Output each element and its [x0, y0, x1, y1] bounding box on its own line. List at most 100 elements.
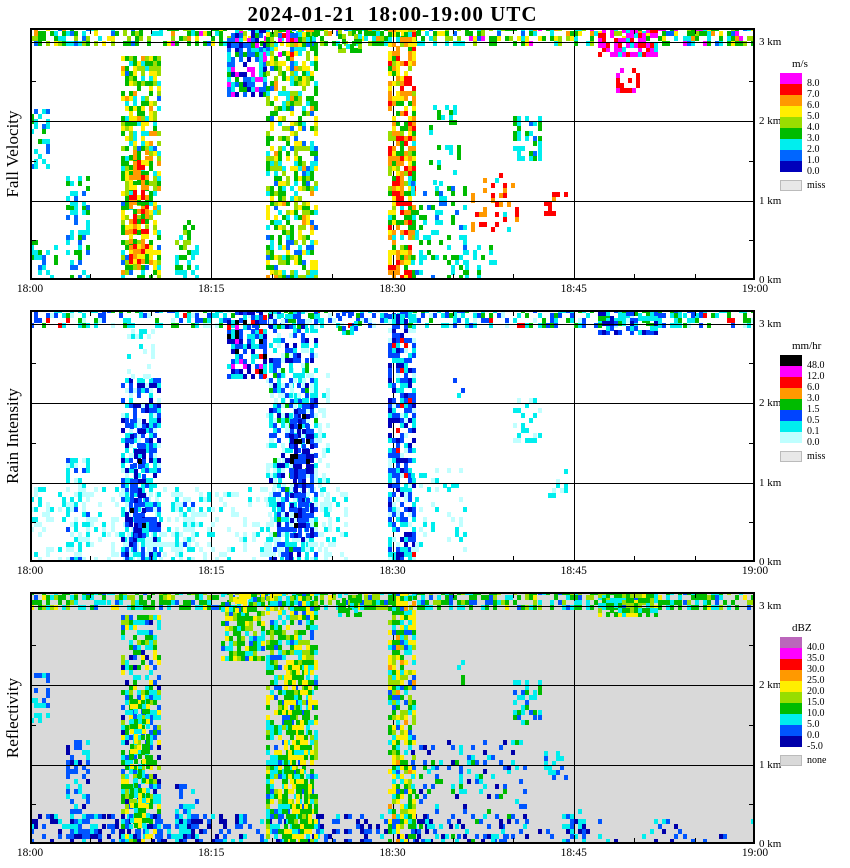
time-tick-label: 19:00 [741, 565, 769, 577]
legend-value-label: 20.0 [807, 686, 825, 697]
time-tick-label: 18:45 [560, 565, 587, 577]
time-tick-label: 18:45 [560, 847, 587, 859]
height-tick-label: 3 km [759, 35, 782, 48]
legend-value-label: 25.0 [807, 675, 825, 686]
rain-intensity-height-ticks: 0 km 1 km 2 km 3 km [0, 310, 850, 594]
height-tick-label: 2 km [759, 679, 782, 691]
legend-missing-box [780, 755, 802, 766]
legend-value-label: 0.5 [807, 415, 820, 426]
legend-missing-label: none [807, 755, 827, 766]
legend-color-box [780, 117, 802, 128]
legend-color-box [780, 128, 802, 139]
legend-color-box [780, 432, 802, 443]
legend-color-box [780, 139, 802, 150]
legend-value-label: 40.0 [807, 642, 825, 653]
reflectivity-time-ticks: 18:00 18:15 18:30 18:45 19:00 [0, 592, 850, 868]
height-tick-label: 1 km [759, 194, 782, 207]
reflectivity-height-ticks: 0 km 1 km 2 km 3 km [0, 592, 850, 868]
legend-color-box [780, 161, 802, 172]
legend-value-label: 6.0 [807, 100, 820, 111]
legend-value-label: 0.1 [807, 426, 820, 437]
time-tick-label: 18:00 [16, 283, 44, 295]
height-tick-label: 0 km [759, 274, 782, 286]
legend-color-box [780, 421, 802, 432]
legend-color-box [780, 659, 802, 670]
legend-color-box [780, 692, 802, 703]
legend-missing-label: miss [807, 451, 826, 462]
legend-value-label: -5.0 [807, 741, 823, 752]
time-tick-label: 18:30 [379, 565, 406, 577]
legend-color-box [780, 377, 802, 388]
legend-color-box [780, 714, 802, 725]
legend-value-label: 7.0 [807, 89, 820, 100]
fall-velocity-colorbar: 8.0 7.0 6.0 5.0 4.0 3.0 2.0 1.0 0.0 miss [780, 73, 850, 191]
legend-value-label: 30.0 [807, 664, 825, 675]
legend-value-label: 5.0 [807, 111, 820, 122]
legend-color-box [780, 73, 802, 84]
time-tick-label: 18:00 [16, 565, 44, 577]
panel-fall-velocity: Fall Velocity 0 km 1 km 2 km 3 km 18:00 18:1… [0, 28, 850, 312]
legend-value-label: 1.5 [807, 404, 820, 415]
legend-color-box [780, 681, 802, 692]
legend-value-label: 10.0 [807, 708, 825, 719]
legend-color-box [780, 366, 802, 377]
legend-color-box [780, 670, 802, 681]
height-tick-label: 2 km [759, 115, 782, 127]
legend-value-label: 0.0 [807, 166, 820, 177]
legend-color-box [780, 399, 802, 410]
time-tick-label: 18:15 [198, 565, 225, 577]
reflectivity-colorbar: 40.0 35.0 30.0 25.0 20.0 15.0 10.0 5.0 0.0 -5.0 no… [780, 637, 850, 766]
reflectivity-legend-unit: dBZ [792, 622, 812, 634]
fall-velocity-heatmap [30, 28, 755, 280]
legend-color-box [780, 703, 802, 714]
panel-reflectivity: Reflectivity 0 km 1 km 2 km 3 km 18:00 18:15… [0, 592, 850, 868]
legend-value-label: 3.0 [807, 133, 820, 144]
time-tick-label: 19:00 [741, 283, 769, 295]
legend-color-box [780, 648, 802, 659]
time-tick-label: 18:00 [16, 847, 44, 859]
reflectivity-heatmap [30, 592, 755, 844]
time-tick-label: 18:15 [198, 847, 225, 859]
legend-missing-box [780, 451, 802, 462]
legend-color-box [780, 725, 802, 736]
rain-intensity-time-ticks: 18:00 18:15 18:30 18:45 19:00 [0, 310, 850, 594]
height-tick-label: 3 km [759, 599, 782, 612]
fall-velocity-time-ticks: 18:00 18:15 18:30 18:45 19:00 [0, 28, 850, 312]
time-tick-label: 18:30 [379, 283, 406, 295]
panel-rain-intensity: Rain Intensity 0 km 1 km 2 km 3 km 18:00 18:… [0, 310, 850, 594]
legend-value-label: 1.0 [807, 155, 820, 166]
legend-color-box [780, 84, 802, 95]
legend-missing-box [780, 180, 802, 191]
height-tick-label: 0 km [759, 838, 782, 850]
legend-color-box [780, 736, 802, 747]
time-tick-label: 18:45 [560, 283, 587, 295]
legend-color-box [780, 95, 802, 106]
legend-color-box [780, 410, 802, 421]
rain-intensity-heatmap [30, 310, 755, 562]
rain-intensity-legend-unit: mm/hr [792, 340, 822, 352]
height-tick-label: 1 km [759, 476, 782, 489]
legend-value-label: 15.0 [807, 697, 825, 708]
legend-color-box [780, 388, 802, 399]
reflectivity-legend: dBZ 40.0 35.0 30.0 25.0 20.0 15.0 10.0 5.0 0.0 -5… [780, 622, 850, 766]
legend-color-box [780, 637, 802, 648]
legend-value-label: 4.0 [807, 122, 820, 133]
rain-intensity-legend: mm/hr 48.0 12.0 6.0 3.0 1.5 0.5 0.1 0.0 miss [780, 340, 850, 462]
legend-value-label: 8.0 [807, 78, 820, 89]
legend-value-label: 2.0 [807, 144, 820, 155]
fall-velocity-height-ticks: 0 km 1 km 2 km 3 km [0, 28, 850, 312]
legend-missing-label: miss [807, 180, 826, 191]
height-tick-label: 2 km [759, 397, 782, 409]
time-tick-label: 18:15 [198, 283, 225, 295]
fall-velocity-legend: m/s 8.0 7.0 6.0 5.0 4.0 3.0 2.0 1.0 0.0 miss [780, 58, 850, 191]
fall-velocity-legend-unit: m/s [792, 58, 808, 70]
rain-intensity-colorbar: 48.0 12.0 6.0 3.0 1.5 0.5 0.1 0.0 miss [780, 355, 850, 462]
height-tick-label: 3 km [759, 317, 782, 330]
height-tick-label: 1 km [759, 758, 782, 771]
page-title: 2024-01-21 18:00-19:00 UTC [247, 2, 538, 26]
legend-value-label: 0.0 [807, 730, 820, 741]
legend-value-label: 35.0 [807, 653, 825, 664]
legend-value-label: 5.0 [807, 719, 820, 730]
legend-value-label: 0.0 [807, 437, 820, 448]
